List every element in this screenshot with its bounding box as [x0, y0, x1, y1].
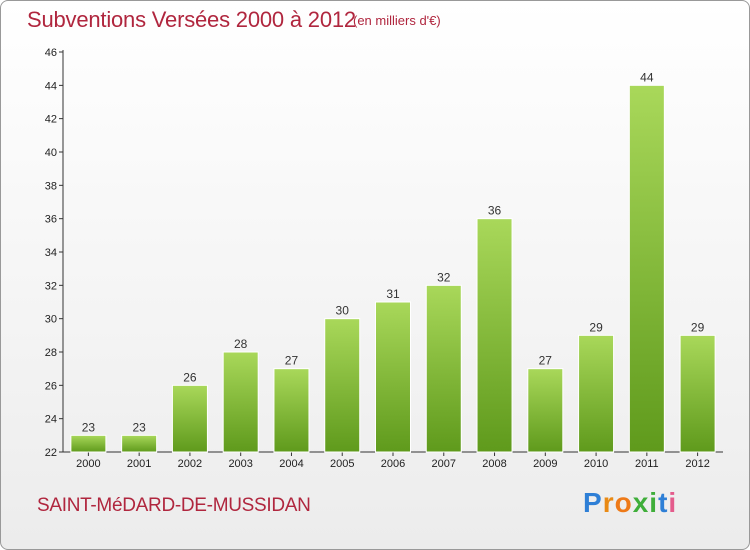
- bar: [171, 384, 208, 453]
- x-tick-label: 2006: [381, 458, 405, 470]
- data-label: 30: [336, 304, 350, 318]
- data-label: 32: [437, 270, 451, 284]
- data-labels: 23 23 26 28 27 30 31 32 36 27 29 44 29: [82, 70, 705, 434]
- y-tick-label: 36: [45, 214, 57, 226]
- x-tick-label: 2005: [330, 458, 354, 470]
- data-label: 27: [285, 354, 299, 368]
- y-tick-label: 40: [45, 147, 57, 159]
- x-tick-label: 2010: [584, 458, 608, 470]
- x-tick-label: 2011: [635, 458, 659, 470]
- commune-name: SAINT-MéDARD-DE-MUSSIDAN: [37, 495, 311, 516]
- bar: [70, 434, 107, 453]
- bar: [222, 351, 259, 453]
- brand-letter: i: [668, 487, 678, 518]
- x-tick-label: 2002: [178, 458, 202, 470]
- y-tick-label: 24: [45, 414, 57, 426]
- y-tick-label: 28: [45, 347, 57, 359]
- data-label: 44: [640, 70, 654, 84]
- data-label: 36: [488, 204, 502, 218]
- x-tick-label: 2008: [482, 458, 506, 470]
- data-label: 23: [132, 420, 146, 434]
- y-tick-label: 26: [45, 380, 57, 392]
- data-label: 29: [589, 320, 603, 334]
- data-label: 26: [183, 370, 197, 384]
- bar: [476, 218, 513, 453]
- brand-letter: i: [649, 487, 659, 518]
- bar: [324, 318, 361, 453]
- brand-letter: P: [583, 487, 603, 518]
- bar: [375, 301, 411, 453]
- bar: [578, 334, 615, 453]
- y-tick-label: 38: [45, 180, 57, 192]
- brand-letter: x: [632, 487, 650, 518]
- bar: [121, 434, 158, 453]
- x-tick-label: 2004: [279, 458, 303, 470]
- y-tick-label: 44: [45, 80, 57, 92]
- y-tick-label: 42: [45, 114, 57, 126]
- bar: [628, 84, 665, 453]
- bar: [425, 284, 462, 453]
- data-label: 23: [82, 420, 96, 434]
- y-tick-label: 34: [45, 247, 57, 259]
- bars: [70, 84, 716, 453]
- brand-letter: t: [658, 487, 669, 518]
- y-tick-label: 30: [45, 314, 57, 326]
- data-label: 27: [539, 354, 553, 368]
- brand-letter: o: [614, 487, 633, 518]
- axes: 22 24 26 28 30 32 34 36 38 40 42 44 46 2000 2001 2002 20…: [45, 47, 723, 470]
- x-tick-label: 2009: [533, 458, 557, 470]
- x-tick-label: 2007: [432, 458, 456, 470]
- x-tick-label: 2000: [76, 458, 100, 470]
- data-label: 31: [386, 287, 400, 301]
- proxiti-logo[interactable]: Proxiti: [583, 487, 677, 519]
- data-label: 29: [691, 320, 705, 334]
- brand-letter: r: [602, 487, 615, 518]
- bar: [273, 368, 310, 453]
- bar: [679, 334, 716, 453]
- y-tick-label: 22: [45, 447, 57, 459]
- bar: [527, 368, 564, 453]
- x-tick-label: 2001: [127, 458, 151, 470]
- y-tick-label: 32: [45, 280, 57, 292]
- unit-note: (en milliers d'€): [353, 13, 441, 28]
- x-tick-label: 2012: [685, 458, 709, 470]
- chart-title: Subventions Versées 2000 à 2012: [27, 7, 356, 32]
- y-tick-label: 46: [45, 47, 57, 59]
- data-label: 28: [234, 337, 248, 351]
- x-tick-label: 2003: [228, 458, 252, 470]
